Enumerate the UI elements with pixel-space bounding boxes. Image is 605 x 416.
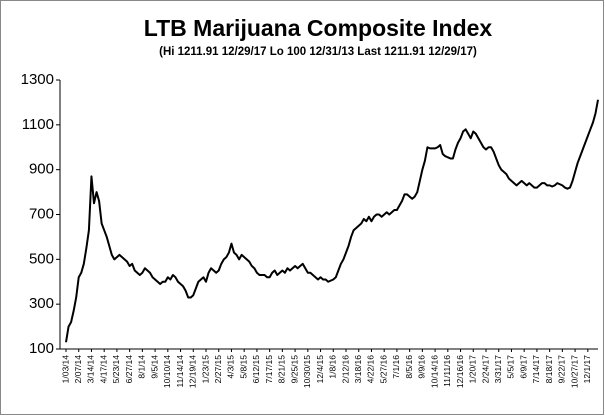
x-tick-label: 7/1/16 [391, 355, 401, 379]
x-tick-label: 11/14/14 [175, 355, 185, 388]
x-tick-label: 9/9/16 [417, 355, 427, 379]
x-tick-label: 10/10/14 [162, 355, 172, 388]
x-tick-label: 10/30/15 [302, 355, 312, 388]
x-tick-label: 3/18/16 [353, 355, 363, 384]
x-tick-label: 4/22/16 [366, 355, 376, 384]
y-tick-label: 1100 [22, 116, 54, 133]
x-tick-label: 8/21/15 [277, 355, 287, 384]
y-tick-label: 900 [29, 161, 54, 178]
chart-title: LTB Marijuana Composite Index [144, 15, 493, 41]
x-tick-label: 1/23/15 [200, 355, 210, 384]
x-tick-label: 8/5/16 [404, 355, 414, 379]
x-tick-label: 8/1/14 [137, 355, 147, 379]
x-tick-label: 9/22/17 [557, 355, 567, 384]
x-tick-label: 7/17/15 [264, 355, 274, 384]
x-tick-label: 1/03/14 [60, 355, 70, 384]
x-tick-label: 5/8/15 [238, 355, 248, 379]
x-tick-label: 2/27/15 [213, 355, 223, 384]
x-tick-label: 4/17/14 [98, 355, 108, 384]
x-tick-label: 12/16/16 [455, 355, 465, 388]
x-tick-label: 2/07/14 [73, 355, 83, 384]
x-tick-label: 3/14/14 [86, 355, 96, 384]
x-tick-label: 6/27/14 [124, 355, 134, 384]
x-tick-label: 10/14/16 [429, 355, 439, 388]
x-tick-label: 9/25/15 [289, 355, 299, 384]
x-tick-label: 2/24/17 [480, 355, 490, 384]
x-tick-label: 12/4/15 [315, 355, 325, 384]
y-tick-label: 700 [29, 205, 54, 222]
x-tick-label: 10/27/17 [569, 355, 579, 388]
x-tick-label: 2/12/16 [340, 355, 350, 384]
y-tick-label: 300 [29, 295, 54, 312]
x-tick-label: 6/12/15 [251, 355, 261, 384]
index-line [65, 99, 599, 343]
y-tick-label: 1300 [21, 71, 54, 88]
chart-subtitle: (Hi 1211.91 12/29/17 Lo 100 12/31/13 Las… [159, 46, 477, 58]
y-tick-label: 100 [29, 340, 54, 357]
x-tick-label: 5/23/14 [111, 355, 121, 384]
y-tick-label: 500 [29, 250, 54, 267]
x-tick-label: 6/9/17 [518, 355, 528, 379]
x-tick-label: 5/27/16 [378, 355, 388, 384]
x-tick-label: 1/20/17 [468, 355, 478, 384]
x-tick-label: 7/14/17 [531, 355, 541, 384]
x-tick-label: 1/8/16 [328, 355, 338, 379]
x-tick-label: 9/5/14 [149, 355, 159, 379]
x-tick-label: 12/1/17 [582, 355, 592, 384]
x-tick-label: 5/5/17 [506, 355, 516, 379]
x-tick-label: 3/31/17 [493, 355, 503, 384]
x-tick-label: 11/11/16 [442, 355, 452, 387]
x-tick-label: 4/3/15 [226, 355, 236, 379]
x-tick-label: 8/18/17 [544, 355, 554, 384]
x-tick-label: 12/19/14 [188, 355, 198, 388]
